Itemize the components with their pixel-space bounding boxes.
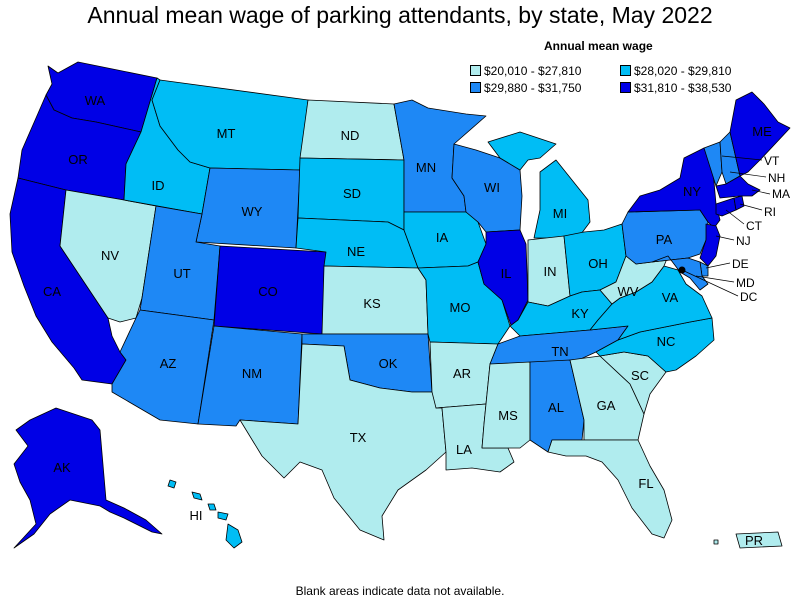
- label-ND: ND: [341, 128, 360, 143]
- label-TX: TX: [350, 430, 367, 445]
- state-PR[interactable]: [713, 531, 783, 549]
- legend-label-bin-3: $31,810 - $38,530: [634, 81, 732, 95]
- label-LA: LA: [456, 442, 472, 457]
- label-MA: MA: [772, 187, 790, 201]
- legend-label-bin-1: $28,020 - $29,810: [634, 64, 732, 78]
- legend: $20,010 - $27,810 $28,020 - $29,810 $29,…: [470, 64, 800, 98]
- label-MD: MD: [736, 276, 755, 290]
- state-WY[interactable]: [195, 167, 301, 249]
- label-WV: WV: [618, 284, 639, 299]
- state-MD[interactable]: [651, 255, 709, 291]
- label-KY: KY: [571, 306, 589, 321]
- legend-item-bin-2: $29,880 - $31,750: [470, 81, 581, 95]
- label-HI: HI: [190, 508, 203, 523]
- legend-swatch-bin-1: [620, 65, 631, 76]
- label-NM: NM: [242, 366, 262, 381]
- label-NY: NY: [683, 184, 701, 199]
- legend-label-bin-2: $29,880 - $31,750: [484, 81, 582, 95]
- legend-swatch-bin-0: [470, 65, 481, 76]
- label-PR: PR: [745, 533, 763, 548]
- label-GA: GA: [597, 398, 616, 413]
- legend-swatch-bin-3: [620, 82, 631, 93]
- state-MS[interactable]: [481, 361, 531, 449]
- label-FL: FL: [638, 476, 653, 491]
- label-DE: DE: [732, 257, 749, 271]
- legend-item-bin-0: $20,010 - $27,810: [470, 64, 581, 78]
- label-DC: DC: [740, 290, 758, 304]
- label-AL: AL: [548, 400, 564, 415]
- legend-swatch-bin-2: [470, 82, 481, 93]
- label-OK: OK: [379, 356, 398, 371]
- label-VA: VA: [662, 290, 679, 305]
- label-PA: PA: [656, 232, 673, 247]
- state-TX[interactable]: [239, 343, 447, 541]
- label-IL: IL: [501, 266, 512, 281]
- label-MT: MT: [217, 126, 236, 141]
- label-IN: IN: [544, 264, 557, 279]
- label-IA: IA: [436, 230, 449, 245]
- label-AK: AK: [53, 460, 71, 475]
- state-MA[interactable]: [715, 175, 761, 199]
- label-ID: ID: [152, 178, 165, 193]
- state-MI[interactable]: [487, 131, 591, 239]
- state-WV[interactable]: [599, 255, 669, 305]
- state-NJ[interactable]: [699, 223, 721, 267]
- label-OH: OH: [588, 256, 608, 271]
- state-AK[interactable]: [13, 407, 163, 549]
- label-NH: NH: [768, 171, 785, 185]
- legend-item-bin-3: $31,810 - $38,530: [620, 81, 731, 95]
- label-CT: CT: [746, 219, 763, 233]
- legend-title: Annual mean wage: [544, 39, 653, 53]
- footnote: Blank areas indicate data not available.: [295, 584, 505, 598]
- map-title: Annual mean wage of parking attendants, …: [87, 2, 713, 28]
- label-ME: ME: [752, 124, 772, 139]
- label-UT: UT: [173, 266, 190, 281]
- label-WY: WY: [242, 204, 263, 219]
- label-WA: WA: [85, 93, 106, 108]
- state-FL[interactable]: [547, 439, 673, 539]
- label-NE: NE: [347, 244, 365, 259]
- legend-label-bin-0: $20,010 - $27,810: [484, 64, 582, 78]
- state-RI[interactable]: [733, 195, 745, 211]
- label-CO: CO: [258, 284, 278, 299]
- label-MO: MO: [450, 300, 471, 315]
- label-VT: VT: [764, 154, 780, 168]
- label-RI: RI: [764, 205, 776, 219]
- label-MS: MS: [498, 408, 518, 423]
- label-NC: NC: [657, 334, 676, 349]
- label-TN: TN: [551, 344, 568, 359]
- label-SD: SD: [343, 186, 361, 201]
- label-NJ: NJ: [736, 234, 751, 248]
- label-AZ: AZ: [160, 356, 177, 371]
- label-KS: KS: [363, 296, 381, 311]
- state-HI[interactable]: [167, 479, 243, 549]
- state-AZ[interactable]: [111, 309, 215, 425]
- label-OR: OR: [68, 152, 88, 167]
- label-MI: MI: [553, 206, 567, 221]
- label-AR: AR: [453, 366, 471, 381]
- state-CT[interactable]: [715, 197, 737, 217]
- legend-item-bin-1: $28,020 - $29,810: [620, 64, 731, 78]
- label-WI: WI: [484, 180, 500, 195]
- label-MN: MN: [416, 160, 436, 175]
- label-CA: CA: [43, 284, 61, 299]
- label-NV: NV: [101, 248, 119, 263]
- label-SC: SC: [631, 368, 649, 383]
